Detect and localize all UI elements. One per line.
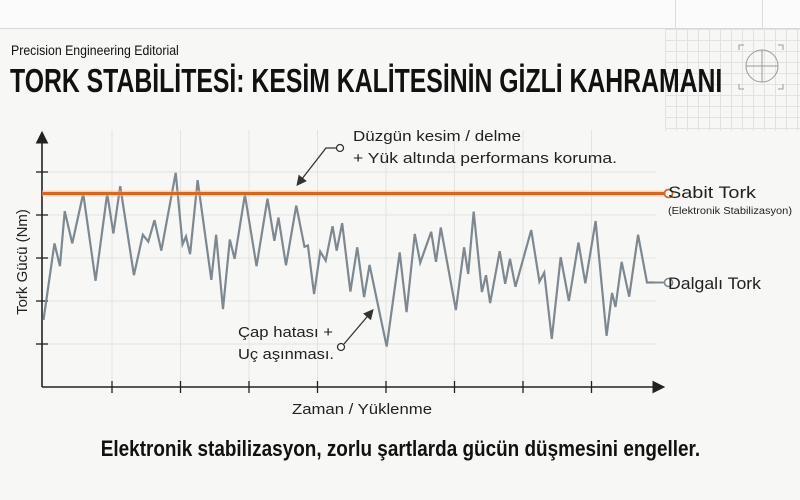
legend-fluctuating-label: Dalgalı Tork — [668, 274, 762, 293]
annotation-fluctuating: Çap hatası + Uç aşınması. — [238, 309, 374, 363]
chart-grid — [42, 130, 656, 387]
chart-series — [42, 172, 674, 347]
annotation-text: Çap hatası + — [238, 324, 333, 341]
x-axis-label: Zaman / Yüklenme — [292, 401, 432, 418]
steady-torque-end-marker — [663, 188, 674, 199]
annotation-text: Uç aşınması. — [238, 346, 334, 363]
kicker: Precision Engineering Editorial — [11, 42, 179, 58]
grid-decoration — [665, 29, 800, 131]
annotation-leader — [343, 309, 374, 345]
divider — [675, 0, 676, 28]
annotation-leader — [296, 147, 336, 187]
caption: Elektronik stabilizasyon, zorlu şartlard… — [0, 436, 800, 462]
divider — [762, 0, 763, 28]
annotation-text: Düzgün kesim / delme — [353, 128, 521, 145]
page-title: TORK STABİLİTESİ: KESİM KALİTESİNİN GİZL… — [10, 62, 723, 99]
annotation-dot — [336, 342, 346, 352]
y-axis-label: Tork Gücü (Nm) — [14, 209, 31, 315]
chart-axes — [35, 130, 666, 394]
annotation-dot — [335, 143, 345, 153]
top-strip — [0, 0, 800, 29]
fluctuating-torque-line — [42, 172, 655, 347]
legend-steady-sublabel: (Elektronik Stabilizasyon) — [668, 206, 792, 217]
annotation-text: + Yük altında performans koruma. — [353, 150, 617, 167]
legend-steady-label: Sabit Tork — [668, 183, 757, 202]
caption-text: Elektronik stabilizasyon, zorlu şartlard… — [100, 436, 700, 461]
crosshair-icon — [738, 44, 784, 90]
annotation-steady: Düzgün kesim / delme + Yük altında perfo… — [296, 128, 617, 187]
